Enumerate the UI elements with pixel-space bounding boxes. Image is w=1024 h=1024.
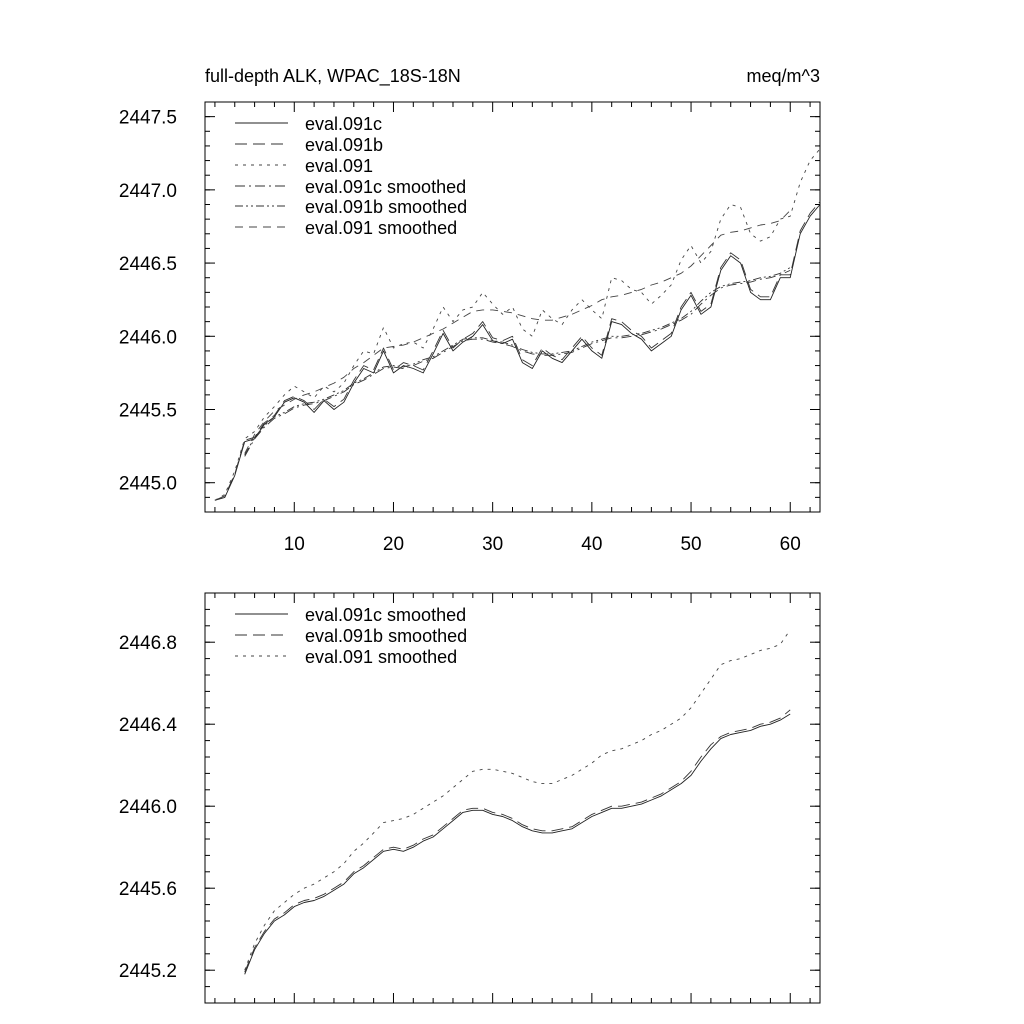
bottom-series-group — [244, 629, 791, 975]
top-y-tick-label: 2447.0 — [119, 181, 177, 202]
bottom-series-eval-091-smoothed — [244, 629, 791, 971]
top-x-tick-label: 10 — [284, 534, 305, 555]
top-x-tick-label: 50 — [680, 534, 701, 555]
top-legend-label-eval-091b: eval.091b — [305, 135, 383, 155]
top-x-tick-label: 20 — [383, 534, 404, 555]
bottom-series-eval-091c-smoothed — [244, 713, 791, 975]
top-y-tick-label: 2445.5 — [119, 401, 177, 422]
top-y-tick-label: 2445.0 — [119, 474, 177, 495]
top-x-tick-label: 40 — [581, 534, 602, 555]
top-title: full-depth ALK, WPAC_18S-18N — [205, 66, 461, 87]
top-series-eval-091 — [214, 148, 821, 501]
top-x-tick-label: 30 — [482, 534, 503, 555]
top-series-eval-091c-smoothed — [244, 269, 791, 457]
bottom-y-tick-label: 2446.8 — [119, 633, 177, 654]
bottom-panel: 2445.2 2445.6 2446.0 2446.4 2446.8 eval.091c… — [119, 592, 821, 1004]
top-x-tick-label: 60 — [780, 534, 801, 555]
bottom-legend-label-eval-091-smoothed: eval.091 smoothed — [305, 647, 457, 667]
bottom-legend: eval.091c smoothed eval.091b smoothed ev… — [235, 605, 467, 667]
top-y-tick-label: 2447.5 — [119, 108, 177, 129]
top-series-group — [214, 148, 821, 501]
top-series-eval-091-smoothed — [244, 210, 791, 454]
bottom-y-tick-label: 2445.6 — [119, 879, 177, 900]
bottom-plot-frame — [204, 592, 821, 1004]
top-series-eval-091b-smoothed — [244, 267, 791, 456]
top-legend-label-eval-091c: eval.091c — [305, 114, 382, 134]
top-axes: 10 20 30 40 50 60 2445.0 2445.5 2446.0 2446.5 2447… — [119, 101, 820, 555]
top-y-tick-label: 2446.0 — [119, 327, 177, 348]
bottom-legend-label-eval-091b-smoothed: eval.091b smoothed — [305, 626, 467, 646]
bottom-y-tick-label: 2446.0 — [119, 797, 177, 818]
top-legend-label-eval-091c-smoothed: eval.091c smoothed — [305, 177, 466, 197]
top-legend-label-eval-091b-smoothed: eval.091b smoothed — [305, 197, 467, 217]
top-plot-frame — [204, 101, 821, 513]
top-series-eval-091b — [214, 201, 821, 501]
bottom-series-eval-091b-smoothed — [244, 709, 791, 973]
bottom-legend-label-eval-091c-smoothed: eval.091c smoothed — [305, 605, 466, 625]
top-panel: full-depth ALK, WPAC_18S-18N meq/m^3 10 2… — [119, 66, 821, 555]
bottom-y-tick-label: 2446.4 — [119, 715, 178, 736]
top-units-label: meq/m^3 — [747, 66, 820, 86]
top-series-eval-091c — [214, 204, 821, 501]
top-legend: eval.091c eval.091b eval.091 eval.091c s… — [235, 114, 467, 238]
bottom-y-tick-label: 2445.2 — [119, 961, 177, 982]
bottom-axes: 2445.2 2445.6 2446.0 2446.4 2446.8 — [119, 592, 820, 1004]
top-y-tick-label: 2446.5 — [119, 254, 177, 275]
top-legend-label-eval-091-smoothed: eval.091 smoothed — [305, 218, 457, 238]
top-legend-label-eval-091: eval.091 — [305, 156, 373, 176]
